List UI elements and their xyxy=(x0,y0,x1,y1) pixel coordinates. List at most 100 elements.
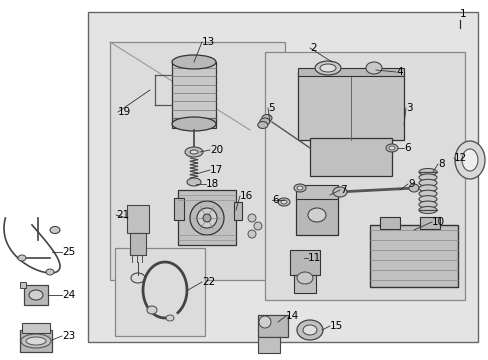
Bar xyxy=(20,282,26,288)
Bar xyxy=(297,72,403,140)
Text: 22: 22 xyxy=(202,277,215,287)
Text: 19: 19 xyxy=(118,107,131,117)
Bar xyxy=(295,195,337,235)
Bar xyxy=(258,337,280,353)
Text: 7: 7 xyxy=(339,185,346,195)
Ellipse shape xyxy=(293,184,305,192)
Bar xyxy=(174,198,183,220)
Text: 4: 4 xyxy=(395,67,402,77)
Ellipse shape xyxy=(29,290,43,300)
Bar xyxy=(115,248,204,336)
Bar xyxy=(297,68,403,76)
Bar xyxy=(20,330,52,352)
Bar xyxy=(88,12,477,342)
Bar xyxy=(24,285,48,305)
Bar xyxy=(289,250,319,275)
Bar xyxy=(234,202,242,220)
Ellipse shape xyxy=(418,195,436,203)
Ellipse shape xyxy=(257,122,267,129)
Ellipse shape xyxy=(184,147,203,157)
Text: 20: 20 xyxy=(209,145,223,155)
Ellipse shape xyxy=(190,201,224,235)
Ellipse shape xyxy=(418,168,436,175)
Bar xyxy=(379,217,399,229)
Ellipse shape xyxy=(247,230,256,238)
Ellipse shape xyxy=(186,178,201,186)
Ellipse shape xyxy=(26,337,46,345)
Bar xyxy=(369,225,457,287)
Ellipse shape xyxy=(247,214,256,222)
Text: 10: 10 xyxy=(431,217,444,227)
Ellipse shape xyxy=(418,201,436,208)
Text: 21: 21 xyxy=(116,210,129,220)
Ellipse shape xyxy=(259,118,269,125)
Ellipse shape xyxy=(262,114,271,122)
Ellipse shape xyxy=(418,185,436,192)
Ellipse shape xyxy=(253,222,262,230)
Bar xyxy=(264,52,464,300)
Text: 24: 24 xyxy=(62,290,75,300)
Bar xyxy=(178,190,236,245)
Ellipse shape xyxy=(296,186,303,190)
Bar xyxy=(172,62,216,124)
Ellipse shape xyxy=(203,214,210,222)
Bar xyxy=(419,217,439,229)
Text: 13: 13 xyxy=(202,37,215,47)
Bar xyxy=(130,233,146,255)
Ellipse shape xyxy=(418,174,436,181)
Text: 15: 15 xyxy=(329,321,343,331)
Text: 25: 25 xyxy=(62,247,75,257)
Bar xyxy=(127,205,149,233)
Ellipse shape xyxy=(332,187,346,197)
Ellipse shape xyxy=(461,149,477,171)
Ellipse shape xyxy=(296,272,312,284)
Text: 18: 18 xyxy=(205,179,219,189)
Text: 8: 8 xyxy=(437,159,444,169)
Text: 23: 23 xyxy=(62,331,75,341)
Text: 1: 1 xyxy=(459,9,466,19)
Ellipse shape xyxy=(454,141,484,179)
Ellipse shape xyxy=(147,306,157,314)
Ellipse shape xyxy=(190,150,198,154)
Ellipse shape xyxy=(418,179,436,186)
Ellipse shape xyxy=(319,64,335,72)
Text: 3: 3 xyxy=(405,103,412,113)
Ellipse shape xyxy=(259,316,270,328)
Bar xyxy=(172,118,216,128)
Bar xyxy=(295,185,337,199)
Ellipse shape xyxy=(278,198,289,206)
Ellipse shape xyxy=(365,62,381,74)
Ellipse shape xyxy=(46,269,54,275)
Ellipse shape xyxy=(172,55,216,69)
Text: 6: 6 xyxy=(271,195,278,205)
Text: 5: 5 xyxy=(267,103,274,113)
Ellipse shape xyxy=(281,200,286,204)
Bar xyxy=(258,315,287,337)
Ellipse shape xyxy=(50,226,60,234)
Ellipse shape xyxy=(197,208,217,228)
Text: 14: 14 xyxy=(285,311,299,321)
Ellipse shape xyxy=(408,184,418,192)
Text: 11: 11 xyxy=(307,253,321,263)
Text: 6: 6 xyxy=(403,143,410,153)
Ellipse shape xyxy=(165,315,174,321)
Ellipse shape xyxy=(385,144,397,152)
Text: 9: 9 xyxy=(407,179,414,189)
Ellipse shape xyxy=(388,146,394,150)
Text: 17: 17 xyxy=(209,165,223,175)
Text: 16: 16 xyxy=(240,191,253,201)
Bar xyxy=(110,42,285,280)
Bar xyxy=(293,275,315,293)
Text: 2: 2 xyxy=(309,43,316,53)
Ellipse shape xyxy=(418,207,436,213)
Ellipse shape xyxy=(21,334,51,348)
Ellipse shape xyxy=(307,208,325,222)
Ellipse shape xyxy=(303,325,316,335)
Text: 12: 12 xyxy=(453,153,467,163)
Ellipse shape xyxy=(172,117,216,131)
Ellipse shape xyxy=(418,190,436,197)
Ellipse shape xyxy=(18,255,26,261)
Ellipse shape xyxy=(314,61,340,75)
Bar xyxy=(309,138,391,176)
Ellipse shape xyxy=(296,320,323,340)
